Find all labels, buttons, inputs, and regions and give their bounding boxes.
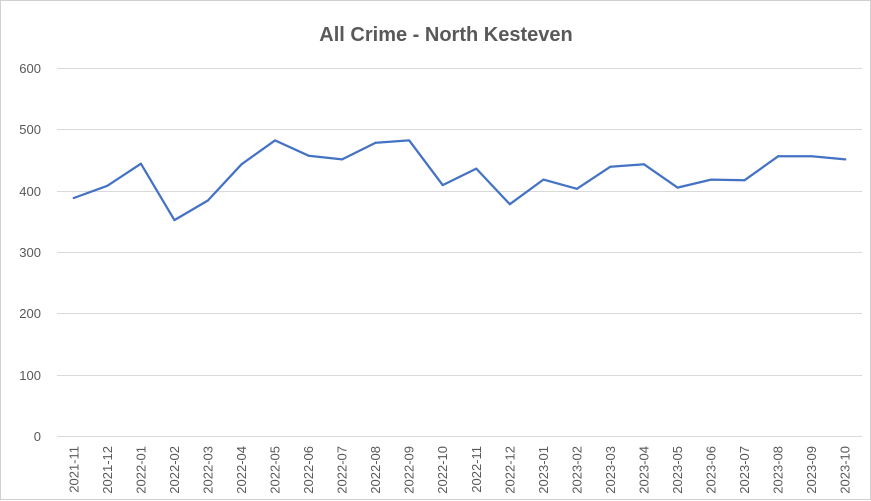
data-point bbox=[777, 155, 780, 158]
data-point bbox=[139, 162, 142, 165]
data-point bbox=[408, 139, 411, 142]
x-tick-label: 2023-06 bbox=[704, 446, 719, 494]
data-point bbox=[575, 187, 578, 190]
y-tick-label: 600 bbox=[19, 61, 41, 76]
x-tick-label: 2023-09 bbox=[804, 446, 819, 494]
x-tick-label: 2023-08 bbox=[771, 446, 786, 494]
data-point bbox=[508, 203, 511, 206]
y-tick-label: 200 bbox=[19, 306, 41, 321]
x-tick-label: 2022-04 bbox=[234, 446, 249, 494]
y-tick-label: 400 bbox=[19, 184, 41, 199]
y-tick-label: 500 bbox=[19, 122, 41, 137]
data-point bbox=[307, 154, 310, 157]
data-point bbox=[542, 178, 545, 181]
data-point bbox=[274, 139, 276, 142]
series-layer bbox=[72, 139, 847, 222]
data-point bbox=[475, 167, 478, 170]
data-point bbox=[676, 186, 679, 189]
x-tick-label: 2021-11 bbox=[66, 446, 81, 493]
x-tick-label: 2023-05 bbox=[670, 446, 685, 494]
y-tick-label: 300 bbox=[19, 245, 41, 260]
data-point bbox=[441, 184, 444, 187]
data-point bbox=[743, 179, 746, 182]
data-point bbox=[206, 199, 209, 202]
series-line bbox=[72, 139, 847, 222]
y-tick-label: 0 bbox=[34, 429, 41, 444]
data-point bbox=[643, 163, 645, 166]
x-tick-label: 2023-04 bbox=[636, 446, 651, 494]
x-tick-label: 2023-03 bbox=[603, 446, 618, 494]
x-tick-label: 2022-05 bbox=[268, 446, 283, 494]
data-point bbox=[844, 158, 847, 161]
x-tick-label: 2022-07 bbox=[335, 446, 350, 494]
x-tick-label: 2022-01 bbox=[133, 446, 148, 494]
y-axis-ticks: 0 100 200 300 400 500 600 bbox=[19, 61, 41, 444]
x-tick-label: 2023-01 bbox=[536, 446, 551, 494]
data-point bbox=[710, 178, 713, 181]
gridlines bbox=[57, 68, 862, 437]
x-tick-label: 2022-02 bbox=[167, 446, 182, 494]
data-point bbox=[374, 141, 377, 144]
x-axis-ticks: 2021-11 2021-12 2022-01 2022-02 2022-03 2022-… bbox=[66, 446, 852, 494]
data-point bbox=[609, 165, 612, 168]
data-point bbox=[240, 163, 243, 166]
data-point bbox=[72, 197, 75, 199]
data-point bbox=[341, 158, 344, 161]
x-tick-label: 2021-12 bbox=[100, 446, 115, 494]
x-tick-label: 2022-08 bbox=[368, 446, 383, 494]
y-tick-label: 100 bbox=[19, 368, 41, 383]
data-point bbox=[106, 184, 109, 187]
x-tick-label: 2023-02 bbox=[569, 446, 584, 494]
x-tick-label: 2023-10 bbox=[838, 446, 853, 494]
x-tick-label: 2022-11 bbox=[469, 446, 484, 493]
x-tick-label: 2022-09 bbox=[402, 446, 417, 494]
chart-title: All Crime - North Kesteven bbox=[319, 24, 572, 46]
x-tick-label: 2022-12 bbox=[502, 446, 517, 494]
x-tick-label: 2022-03 bbox=[200, 446, 215, 494]
x-tick-label: 2023-07 bbox=[737, 446, 752, 494]
data-point bbox=[810, 155, 813, 158]
data-point bbox=[173, 219, 176, 222]
x-tick-label: 2022-06 bbox=[301, 446, 316, 494]
x-tick-label: 2022-10 bbox=[435, 446, 450, 494]
